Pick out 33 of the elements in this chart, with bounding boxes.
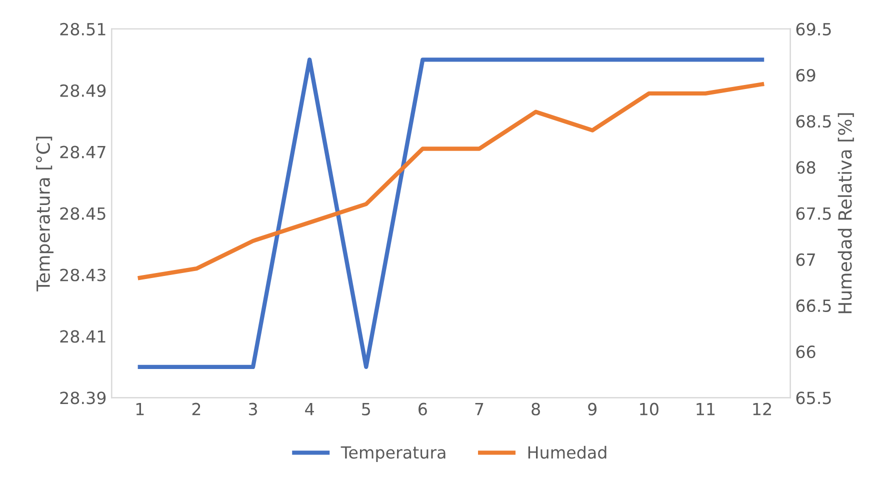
y2-tick-label: 67.5 [796,207,831,220]
legend-label: Temperatura [340,446,446,462]
x-tick-label: 2 [192,402,200,416]
y-tick-label: 28.45 [60,207,106,220]
x-tick-label: 3 [248,402,257,416]
y-tick-label: 28.43 [60,268,106,282]
x-tick-label: 9 [588,402,596,416]
x-tick-label: 10 [640,402,658,416]
y-tick-label: 28.39 [60,392,106,404]
x-tick-label: 12 [753,402,771,416]
x-tick-label: 7 [475,403,484,416]
y-tick-label: 28.49 [60,84,106,97]
y2-tick-label: 67 [796,253,815,266]
y-tick-label: 28.41 [60,330,106,343]
y2-tick-label: 68.5 [796,115,831,128]
x-tick-label: 5 [362,403,370,416]
y2-axis-title: Humedad Relativa [%] [838,113,854,314]
x-tick-label: 11 [696,403,715,416]
y-tick-label: 28.51 [60,22,106,36]
y-tick-label: 28.47 [60,146,106,158]
y2-tick-label: 65.5 [796,392,831,404]
x-tick-label: 6 [418,402,427,416]
y2-tick-label: 66.5 [796,299,831,312]
y2-tick-label: 69 [796,68,816,82]
x-tick-label: 8 [532,402,540,416]
y2-tick-label: 66 [796,346,816,358]
y2-tick-label: 68 [796,161,816,174]
line-series [138,82,764,280]
x-tick-label: 4 [305,403,314,416]
x-tick-label: 1 [136,403,144,416]
y2-tick-label: 69.5 [796,22,831,36]
legend-label: Humedad [528,446,606,459]
y-axis-title: Temperatura [°C] [36,136,54,292]
